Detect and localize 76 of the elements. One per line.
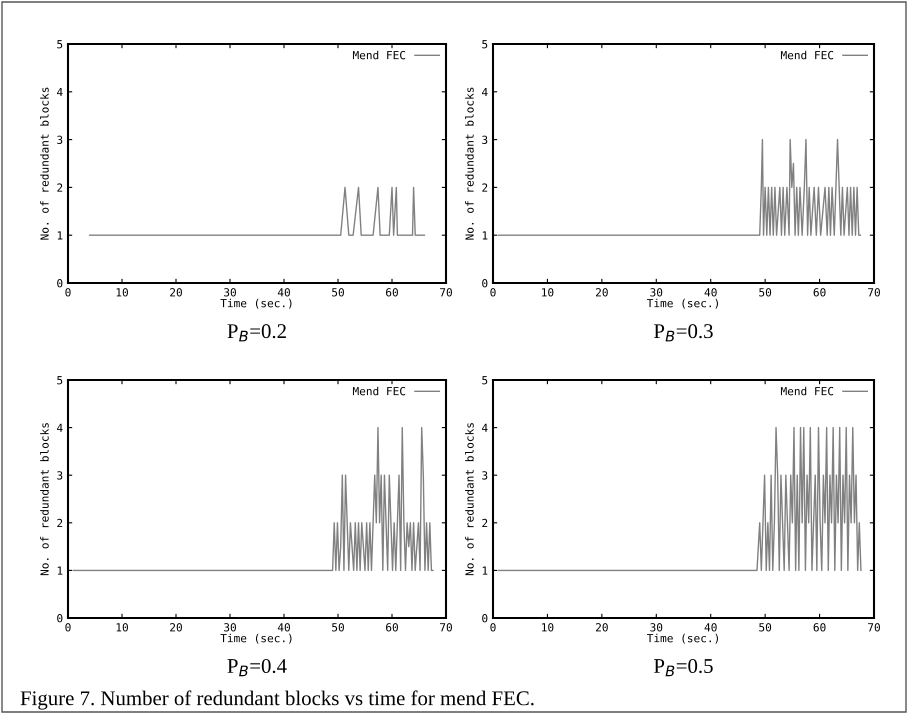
y-tick-label: 1 (58, 231, 62, 240)
y-tick-label: 4 (482, 424, 488, 432)
x-tick-label: 30 (224, 623, 236, 632)
line-series (498, 138, 862, 236)
x-axis-title: Time (sec.) (220, 298, 292, 309)
x-tick-label: 50 (759, 623, 772, 632)
x-tick-label: 20 (596, 288, 608, 297)
x-tick-label: 50 (332, 623, 344, 632)
y-tick-label: 3 (482, 471, 488, 480)
caption: Figure 7. Number of redundant blocks vs time for mend FEC. (20, 690, 534, 710)
line-series (72, 426, 434, 572)
x-tick-label: 30 (224, 288, 236, 297)
x-axis-title: Time (sec.) (220, 634, 292, 644)
text: P$_{B}$=0.5 (654, 658, 713, 676)
x-axis-title: Time (sec.) (646, 298, 718, 309)
y-axis-title: No. of redundant blocks (465, 423, 474, 576)
x-tick-label: 20 (596, 623, 608, 632)
x-tick-label: 0 (490, 623, 496, 632)
x-axis-title: Time (sec.) (646, 634, 718, 644)
x-tick-label: 70 (868, 288, 880, 297)
x-tick-label: 0 (490, 288, 496, 297)
y-tick-label: 3 (57, 136, 62, 144)
x-tick-label: 60 (814, 623, 826, 632)
y-tick-label: 4 (482, 88, 488, 96)
x-tick-label: 30 (650, 623, 662, 632)
y-tick-label: 0 (57, 279, 62, 288)
y-tick-label: 5 (482, 376, 488, 384)
x-tick-label: 0 (65, 288, 71, 297)
x-tick-label: 40 (278, 288, 290, 297)
y-tick-label: 3 (57, 471, 62, 480)
y-tick-label: 5 (57, 40, 62, 48)
y-axis-title: No. of redundant blocks (40, 423, 49, 576)
x-tick-label: 60 (814, 288, 826, 297)
y-tick-label: 5 (482, 40, 488, 48)
x-tick-label: 60 (386, 623, 398, 632)
x-tick-label: 30 (650, 288, 662, 297)
y-tick-label: 1 (58, 566, 62, 575)
x-tick-label: 10 (542, 623, 554, 632)
x-tick-label: 10 (542, 288, 554, 297)
x-tick-label: 70 (440, 288, 452, 297)
x-tick-label: 40 (704, 288, 717, 297)
x-tick-label: 10 (116, 288, 128, 297)
y-axis-title: No. of redundant blocks (465, 88, 474, 240)
text: P$_{B}$=0.3 (654, 324, 713, 342)
y-tick-label: 2 (57, 183, 62, 192)
text: P$_{B}$=0.2 (227, 324, 286, 342)
x-tick-label: 40 (278, 623, 290, 632)
y-tick-label: 2 (57, 518, 62, 528)
x-tick-label: 50 (332, 288, 344, 297)
y-tick-label: 1 (482, 566, 488, 575)
text: P$_{B}$=0.4 (227, 658, 287, 676)
x-tick-label: 0 (65, 623, 71, 632)
x-tick-label: 70 (868, 623, 880, 632)
x-tick-label: 60 (386, 288, 398, 297)
y-axis-title: No. of redundant blocks (40, 88, 49, 240)
y-tick-label: 0 (57, 614, 62, 622)
x-tick-label: 20 (170, 623, 182, 632)
y-tick-label: 2 (482, 518, 488, 528)
y-tick-label: 4 (57, 88, 63, 96)
y-tick-label: 1 (482, 231, 488, 240)
y-tick-label: 2 (482, 183, 488, 192)
legend-label: Mend FEC (780, 386, 834, 396)
x-tick-label: 70 (440, 623, 452, 632)
x-tick-label: 50 (759, 288, 772, 297)
x-tick-label: 40 (704, 623, 717, 632)
x-tick-label: 20 (170, 288, 182, 297)
y-tick-label: 3 (482, 136, 488, 144)
x-tick-label: 10 (116, 623, 128, 632)
y-tick-label: 5 (57, 376, 62, 384)
legend-label: Mend FEC (780, 50, 834, 60)
y-tick-label: 0 (482, 279, 488, 288)
y-tick-label: 0 (482, 614, 488, 622)
line-series (498, 426, 862, 572)
y-tick-label: 4 (57, 424, 63, 432)
legend-label: Mend FEC (352, 386, 406, 396)
legend-label: Mend FEC (352, 50, 406, 60)
